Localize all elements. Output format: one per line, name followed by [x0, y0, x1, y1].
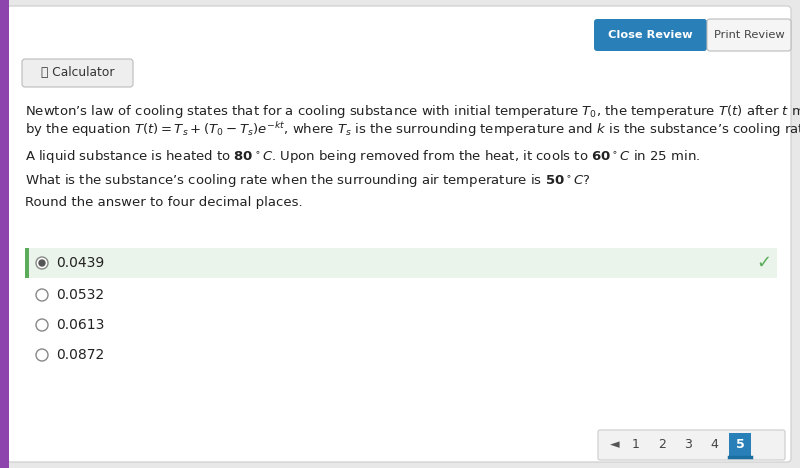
Text: Round the answer to four decimal places.: Round the answer to four decimal places.: [25, 196, 302, 209]
Bar: [25, 248, 29, 278]
Text: 2: 2: [658, 439, 666, 452]
Circle shape: [36, 349, 48, 361]
Text: ✓: ✓: [756, 254, 771, 272]
Circle shape: [36, 289, 48, 301]
Text: 0.0532: 0.0532: [56, 288, 104, 302]
Text: Print Review: Print Review: [714, 30, 784, 40]
Text: 3: 3: [684, 439, 692, 452]
Text: Newton’s law of cooling states that for a cooling substance with initial tempera: Newton’s law of cooling states that for …: [25, 103, 800, 120]
Bar: [0, 0, 9, 468]
Bar: [729, 433, 751, 457]
Bar: [25, 248, 777, 278]
FancyBboxPatch shape: [7, 6, 791, 462]
Text: 0.0872: 0.0872: [56, 348, 104, 362]
Text: 0.0439: 0.0439: [56, 256, 104, 270]
FancyBboxPatch shape: [594, 19, 707, 51]
Text: ⎗ Calculator: ⎗ Calculator: [42, 66, 114, 80]
Circle shape: [36, 257, 48, 269]
FancyBboxPatch shape: [22, 59, 133, 87]
FancyBboxPatch shape: [598, 430, 785, 460]
Circle shape: [36, 319, 48, 331]
Text: ◄: ◄: [610, 439, 620, 452]
Text: 4: 4: [710, 439, 718, 452]
Circle shape: [39, 260, 45, 266]
Text: 0.0613: 0.0613: [56, 318, 104, 332]
Text: What is the substance’s cooling rate when the surrounding air temperature is $\m: What is the substance’s cooling rate whe…: [25, 172, 590, 189]
FancyBboxPatch shape: [707, 19, 791, 51]
Text: 1: 1: [632, 439, 640, 452]
Text: by the equation $T(t) = T_s + (T_0 - T_s)e^{-kt}$, where $T_s$ is the surroundin: by the equation $T(t) = T_s + (T_0 - T_s…: [25, 120, 800, 139]
Text: Close Review: Close Review: [608, 30, 693, 40]
Text: A liquid substance is heated to $\mathbf{80}^\circ C$. Upon being removed from t: A liquid substance is heated to $\mathbf…: [25, 148, 700, 165]
Text: 5: 5: [736, 439, 744, 452]
